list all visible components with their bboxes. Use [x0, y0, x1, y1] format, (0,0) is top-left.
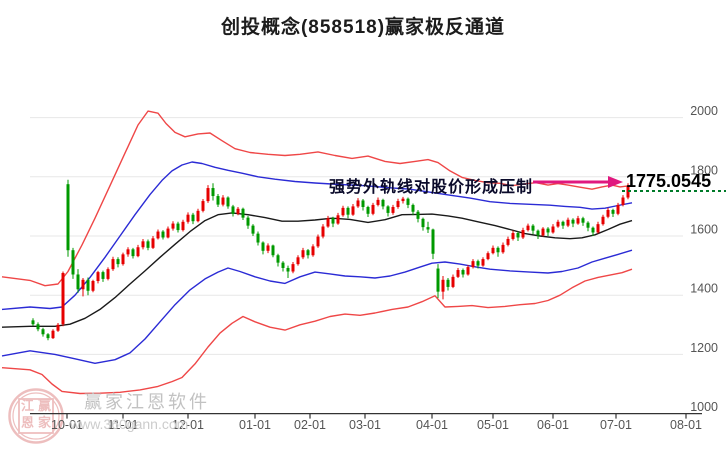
x-tick-label: 12-01 — [172, 418, 204, 432]
x-tick-label: 06-01 — [537, 418, 569, 432]
price-callout: 1775.0545 — [626, 171, 712, 191]
x-tick-label: 04-01 — [416, 418, 448, 432]
line-inner-lower-blue — [1, 249, 633, 364]
seal-char: 恩 — [21, 415, 34, 430]
annotation-arrow — [533, 176, 726, 192]
line-outer-lower-red — [1, 268, 633, 395]
x-tick-label: 03-01 — [349, 418, 381, 432]
line-inner-upper-blue — [1, 161, 633, 311]
x-tick-label: 08-01 — [670, 418, 702, 432]
line-middle-black — [1, 212, 633, 328]
x-tick-label: 11-01 — [107, 418, 138, 432]
seal-char: 江 — [21, 398, 34, 413]
chart-title: 创投概念(858518)赢家极反通道 — [220, 17, 506, 38]
x-axis: 10-01 11-01 12-01 01-01 02-01 03-01 04-01 05-01… — [30, 413, 702, 432]
x-tick-label: 02-01 — [294, 418, 326, 432]
seal-char: 赢 — [38, 398, 51, 413]
annotation-label: 强势外轨线对股价形成压制 — [329, 179, 534, 196]
watermark-brand: 赢家江恩软件 — [84, 392, 210, 412]
y-tick-label: 2000 — [690, 104, 718, 118]
y-tick-label: 1200 — [690, 341, 718, 355]
y-tick-label: 1600 — [690, 223, 718, 237]
x-tick-label: 01-01 — [239, 418, 271, 432]
x-tick-label: 07-01 — [600, 418, 632, 432]
y-tick-label: 1400 — [690, 282, 718, 296]
seal-char: 家 — [38, 415, 52, 430]
y-tick-label: 1000 — [690, 400, 718, 414]
y-tick-label: 1800 — [690, 163, 718, 177]
line-outer-upper-red — [1, 110, 633, 287]
candles-series — [31, 179, 630, 341]
gridlines — [30, 117, 683, 355]
watermark-url: www.360gann.com — [70, 416, 189, 432]
channel-lines — [1, 110, 633, 395]
watermark-seal: 江赢恩家 — [8, 388, 64, 444]
x-tick-label: 05-01 — [477, 418, 509, 432]
x-tick-label: 10-01 — [51, 418, 83, 432]
y-axis-labels: 2000 1800 1600 1400 1200 1000 — [690, 104, 718, 414]
